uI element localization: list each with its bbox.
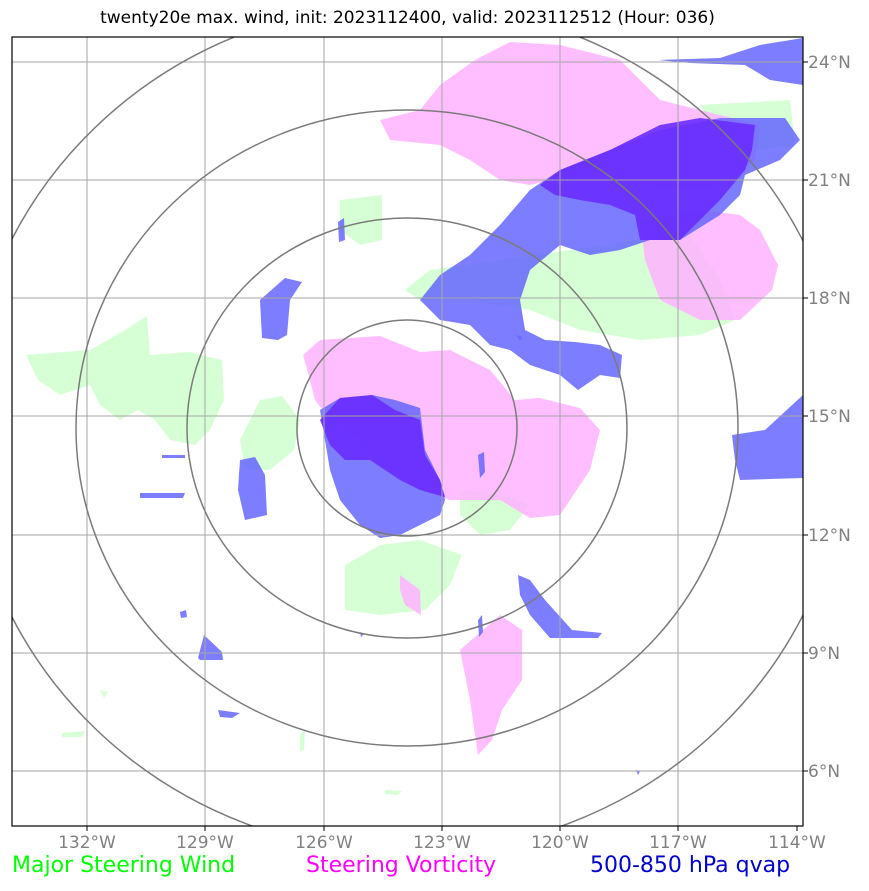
qvap-high-overlap (320, 118, 755, 497)
map-frame (11, 36, 804, 827)
lat-label-15n: 15°N (808, 407, 851, 427)
lon-label-114w: 114°W (768, 833, 826, 853)
lon-label-123w: 123°W (413, 833, 471, 853)
lon-label-117w: 117°W (649, 833, 707, 853)
lat-label-9n: 9°N (808, 644, 840, 664)
lon-label-120w: 120°W (531, 833, 589, 853)
lat-label-18n: 18°N (808, 289, 851, 309)
lat-label-6n: 6°N (808, 762, 840, 782)
lat-label-24n: 24°N (808, 53, 851, 73)
axis-ticks (86, 61, 808, 831)
legend-steering-wind: Major Steering Wind (12, 853, 236, 878)
lat-label-21n: 21°N (808, 171, 851, 191)
lon-label-126w: 126°W (295, 833, 353, 853)
lat-label-12n: 12°N (808, 526, 851, 546)
legend-steering-vorticity: Steering Vorticity (306, 853, 497, 878)
lat-lon-grid (12, 37, 803, 826)
legend-qvap: 500-850 hPa qvap (590, 853, 791, 878)
lon-label-129w: 129°W (176, 833, 234, 853)
chart-title: twenty20e max. wind, init: 2023112400, v… (100, 8, 715, 28)
range-rings (12, 37, 803, 826)
lon-label-132w: 132°W (58, 833, 116, 853)
